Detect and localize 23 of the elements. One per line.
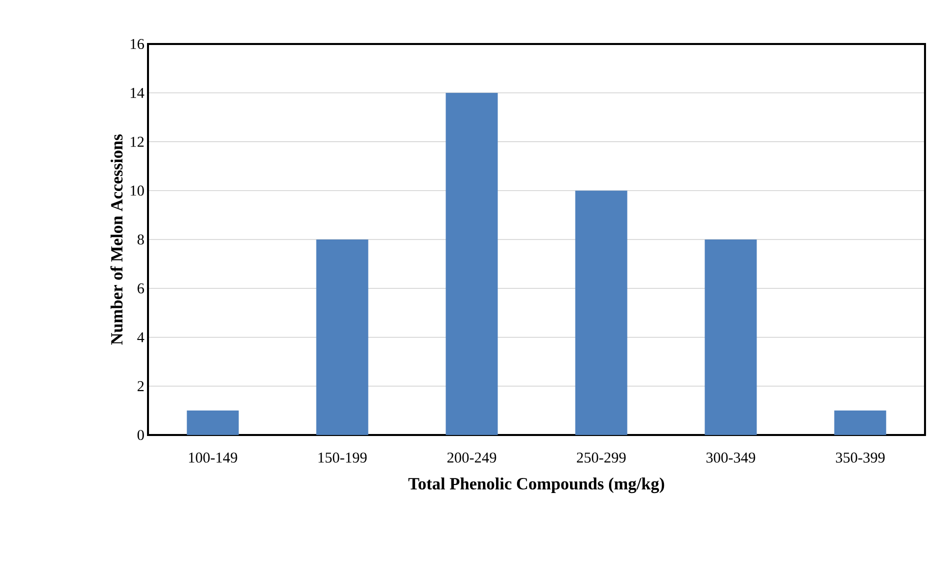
y-tick-label: 10 xyxy=(130,186,144,196)
x-tick-label: 350-399 xyxy=(836,452,885,463)
y-tick-label: 8 xyxy=(138,234,144,245)
bar xyxy=(575,190,628,435)
y-tick-label: 0 xyxy=(138,430,144,440)
x-tick-label: 100-149 xyxy=(189,452,238,463)
y-tick-label: 16 xyxy=(130,38,144,50)
y-tick-label: 12 xyxy=(130,136,144,147)
y-tick-label: 14 xyxy=(130,88,144,98)
bar xyxy=(316,239,368,435)
x-tick-label: 150-199 xyxy=(318,452,367,463)
y-tick-label: 4 xyxy=(137,332,144,342)
x-tick-label: 300-349 xyxy=(706,452,756,463)
x-tick-label: 250-299 xyxy=(576,452,626,463)
y-tick-label: 2 xyxy=(138,381,144,392)
bar xyxy=(446,92,498,435)
y-tick-label: 6 xyxy=(138,283,144,294)
bar xyxy=(704,239,757,435)
bar xyxy=(186,410,239,435)
x-tick-label: 200-249 xyxy=(447,452,496,463)
x-axis-title: Total Phenolic Compounds (mg/kg) xyxy=(408,478,664,494)
y-axis-title: Number of Melon Accessions xyxy=(110,134,123,345)
bar xyxy=(834,410,886,435)
